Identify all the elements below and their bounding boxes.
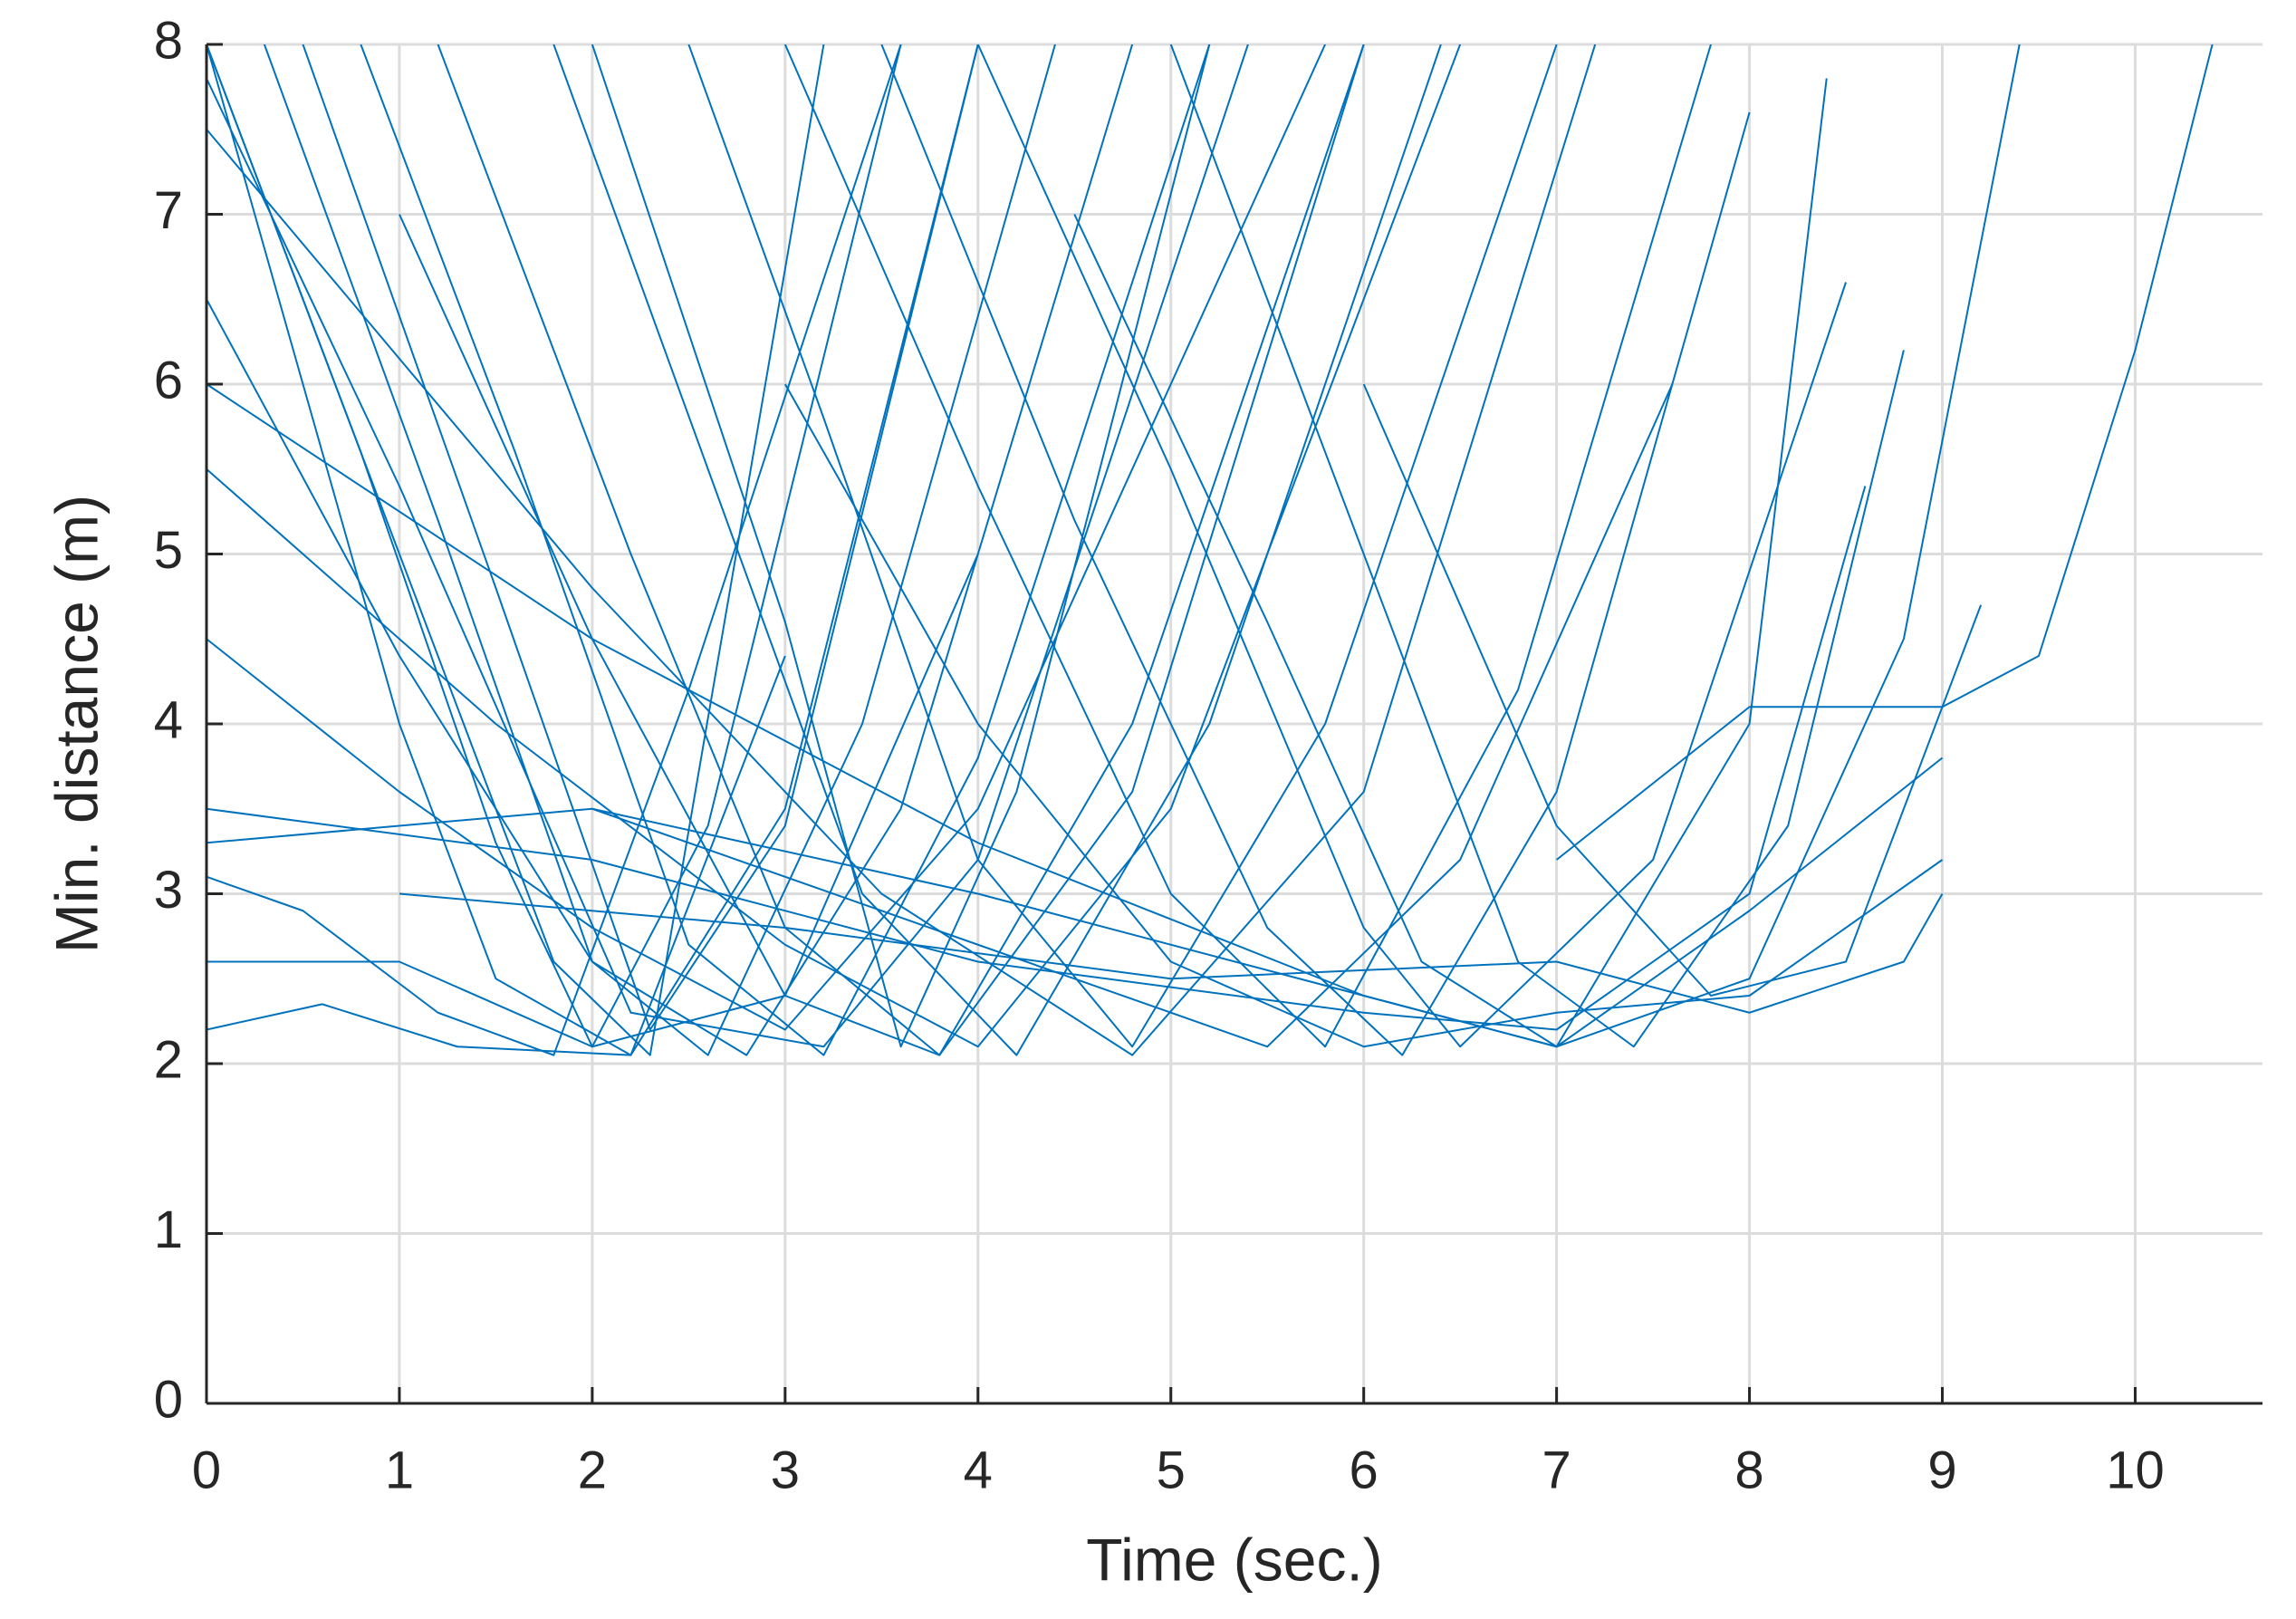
y-tick-label: 8 bbox=[154, 11, 183, 70]
trajectory-line bbox=[360, 44, 1211, 1056]
x-tick-label: 8 bbox=[1734, 1441, 1763, 1499]
y-tick-label: 2 bbox=[154, 1030, 183, 1089]
trajectory-line bbox=[207, 78, 1828, 1048]
y-tick-label: 6 bbox=[154, 351, 183, 410]
trajectory-line bbox=[207, 383, 1674, 1048]
trajectory-line bbox=[1555, 44, 2214, 861]
x-tick-label: 0 bbox=[192, 1441, 221, 1499]
trajectory-line bbox=[302, 44, 979, 1031]
trajectory-line bbox=[591, 44, 1211, 1048]
x-tick-label: 5 bbox=[1157, 1441, 1186, 1499]
y-axis-label: Min. distance (m) bbox=[43, 495, 110, 953]
trajectory-line bbox=[1362, 383, 1983, 997]
trajectory-line bbox=[687, 44, 1558, 1048]
trajectory-line bbox=[207, 44, 902, 1048]
y-tick-label: 3 bbox=[154, 861, 183, 920]
trajectory-line bbox=[1073, 214, 1944, 1048]
trajectory-line bbox=[437, 44, 1365, 1056]
trajectory-line bbox=[976, 44, 1847, 1048]
x-tick-label: 1 bbox=[385, 1441, 414, 1499]
trajectory-line bbox=[207, 44, 1597, 1056]
trajectory-line bbox=[399, 44, 1365, 1056]
y-tick-label: 5 bbox=[154, 521, 183, 580]
trajectory-line bbox=[552, 44, 1442, 1056]
trajectory-line bbox=[207, 486, 1867, 1031]
trajectory-line bbox=[783, 44, 1712, 1048]
trajectory-line bbox=[591, 44, 2021, 1048]
x-tick-label: 6 bbox=[1350, 1441, 1379, 1499]
trajectory-line bbox=[1169, 44, 1905, 1048]
trajectory-line bbox=[207, 44, 979, 1056]
trajectory-line bbox=[207, 44, 786, 1056]
y-tick-label: 0 bbox=[154, 1370, 183, 1429]
y-tick-label: 4 bbox=[154, 690, 183, 749]
trajectory-line bbox=[207, 44, 1134, 1056]
trajectory-line bbox=[207, 554, 979, 1048]
x-tick-label: 9 bbox=[1927, 1441, 1956, 1499]
trajectory-line bbox=[783, 383, 1944, 1048]
x-tick-label: 3 bbox=[771, 1441, 800, 1499]
y-tick-label: 7 bbox=[154, 181, 183, 240]
trajectory-line bbox=[399, 892, 1944, 1014]
axes: 0 1 2 3 4 5 6 7 8 9 10 0 1 2 3 4 5 6 7 8 bbox=[154, 11, 2262, 1499]
x-tick-label: 7 bbox=[1542, 1441, 1571, 1499]
x-axis-label: Time (sec.) bbox=[1086, 1526, 1383, 1593]
trajectory-line bbox=[207, 44, 1462, 1048]
trajectory-line bbox=[207, 44, 902, 1056]
trajectory-line bbox=[207, 44, 1326, 1031]
trajectory-line bbox=[207, 44, 1249, 1048]
lines bbox=[207, 44, 2214, 1056]
x-tick-label: 2 bbox=[578, 1441, 607, 1499]
trajectory-line bbox=[880, 44, 1751, 1056]
y-tick-label: 1 bbox=[154, 1200, 183, 1259]
x-tick-label: 10 bbox=[2106, 1441, 2165, 1499]
x-tick-label: 4 bbox=[964, 1441, 993, 1499]
trajectory-line bbox=[263, 44, 1056, 1056]
